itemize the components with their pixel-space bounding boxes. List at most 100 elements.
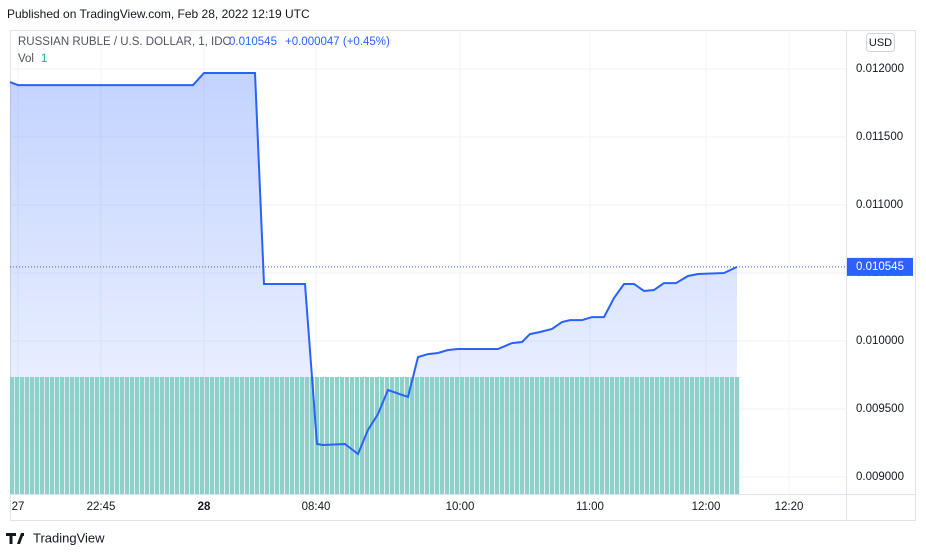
volume-bar	[495, 377, 500, 494]
symbol: RUSSIAN RUBLE / U.S. DOLLAR, 1, IDC	[18, 36, 231, 48]
volume-bar	[130, 377, 135, 494]
volume-bar	[395, 377, 400, 494]
volume-bar	[585, 377, 590, 494]
volume-bar	[505, 377, 510, 494]
volume-bar	[480, 377, 485, 494]
volume-bar	[695, 377, 700, 494]
volume-bar	[625, 377, 630, 494]
volume-bar	[685, 377, 690, 494]
volume-bar	[425, 377, 430, 494]
volume-bar	[240, 377, 245, 494]
volume-bar	[635, 377, 640, 494]
x-tick-label: 08:40	[302, 501, 331, 513]
volume-bar	[295, 377, 300, 494]
volume-bar	[710, 377, 715, 494]
volume-bar	[435, 377, 440, 494]
volume-bar	[655, 377, 660, 494]
footer-logo	[6, 533, 24, 544]
volume-bar	[430, 377, 435, 494]
volume-bar	[540, 377, 545, 494]
currency-button[interactable]	[866, 33, 895, 52]
volume-bar	[485, 377, 490, 494]
price-line	[9, 72, 738, 456]
volume-bar	[620, 377, 625, 494]
y-tick-label: 0.011500	[856, 131, 903, 143]
volume-bar	[525, 377, 530, 494]
volume-bar	[400, 377, 405, 494]
volume-bar	[615, 377, 620, 494]
volume-bar	[690, 377, 695, 494]
volume-bar	[145, 377, 150, 494]
volume-bar	[350, 377, 355, 494]
volume-bar	[510, 377, 515, 494]
volume-bar	[140, 377, 145, 494]
volume-bar	[170, 377, 175, 494]
volume-bar	[475, 377, 480, 494]
volume-bar	[660, 377, 665, 494]
volume-bar	[65, 377, 70, 494]
y-tick-label: 0.011000	[856, 199, 903, 211]
volume-bar	[245, 377, 250, 494]
last-price-box	[847, 257, 913, 276]
volume-bar	[455, 377, 460, 494]
volume-bar	[55, 377, 60, 494]
volume-bar	[285, 377, 290, 494]
volume-bar	[235, 377, 240, 494]
volume-bar	[275, 377, 280, 494]
volume-bar	[420, 377, 425, 494]
volume-bar	[90, 377, 95, 494]
volume-bar	[355, 377, 360, 494]
volume-bar	[360, 377, 365, 494]
volume-bar	[85, 377, 90, 494]
vol-value: 1	[41, 53, 47, 65]
volume-bar	[100, 377, 105, 494]
volume-bar	[520, 377, 525, 494]
volume-bar	[25, 377, 30, 494]
volume-bar	[440, 377, 445, 494]
volume-bar	[390, 377, 395, 494]
volume-bar	[160, 377, 165, 494]
volume-bar	[550, 377, 555, 494]
volume-bar	[490, 377, 495, 494]
volume-bar	[460, 377, 465, 494]
volume-bar	[95, 377, 100, 494]
volume-bar	[150, 377, 155, 494]
volume-bar	[700, 377, 705, 494]
x-tick-label: 12:00	[692, 501, 721, 513]
volume-bar	[375, 377, 380, 494]
x-tick-label: 28	[198, 501, 211, 513]
volume-bar	[325, 377, 330, 494]
volume-bar	[190, 377, 195, 494]
y-tick-label: 0.010000	[856, 335, 904, 347]
volume-bar	[255, 377, 260, 494]
volume-bar	[10, 377, 15, 494]
volume-bar	[135, 377, 140, 494]
volume-bar	[665, 377, 670, 494]
volume-bar	[180, 377, 185, 494]
volume-bar	[610, 377, 615, 494]
volume-bar	[155, 377, 160, 494]
volume-bar	[265, 377, 270, 494]
volume-bar	[175, 377, 180, 494]
volume-bar	[415, 377, 420, 494]
volume-bar	[735, 377, 740, 494]
volume-bar	[555, 377, 560, 494]
volume-bar	[385, 377, 390, 494]
currency[interactable]: USD	[869, 37, 892, 49]
volume-bar	[560, 377, 565, 494]
volume-bar	[335, 377, 340, 494]
volume-bar	[215, 377, 220, 494]
x-tick-label: 27	[12, 501, 25, 513]
volume-bar	[380, 377, 385, 494]
volume-bar	[405, 377, 410, 494]
volume-bar	[270, 377, 275, 494]
published-note: Published on TradingView.com, Feb 28, 20…	[7, 7, 310, 21]
volume-bar	[340, 377, 345, 494]
volume-bar	[445, 377, 450, 494]
volume-bar	[600, 377, 605, 494]
y-tick-label: 0.012000	[856, 63, 904, 75]
volume-bar	[530, 377, 535, 494]
volume-bar	[345, 377, 350, 494]
volume-bar	[330, 377, 335, 494]
last-price-label: 0.010545	[856, 261, 904, 273]
